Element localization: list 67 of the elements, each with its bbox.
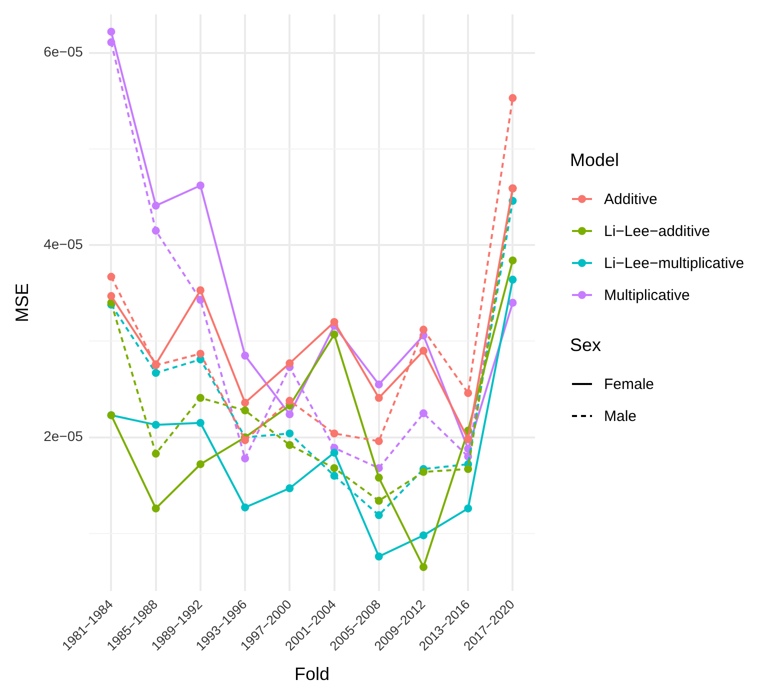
point bbox=[152, 504, 160, 512]
point bbox=[419, 346, 428, 355]
point bbox=[286, 410, 294, 418]
point bbox=[419, 326, 428, 334]
point bbox=[152, 450, 160, 458]
point bbox=[330, 448, 338, 457]
point bbox=[241, 436, 250, 444]
y-tick-label: 6e−05 bbox=[44, 44, 84, 60]
point bbox=[286, 429, 294, 438]
point bbox=[241, 406, 250, 414]
point bbox=[508, 298, 517, 307]
point bbox=[508, 256, 517, 264]
point bbox=[508, 94, 517, 102]
point bbox=[374, 496, 383, 505]
text: Male bbox=[604, 408, 637, 424]
point bbox=[107, 272, 116, 281]
x-axis-title: Fold bbox=[294, 664, 330, 684]
point bbox=[374, 511, 383, 520]
point bbox=[196, 418, 204, 427]
point bbox=[241, 503, 250, 512]
point bbox=[330, 464, 338, 472]
text: Sex bbox=[570, 335, 602, 356]
point bbox=[464, 504, 472, 512]
y-tick-label: 2e−05 bbox=[44, 428, 84, 444]
point bbox=[374, 380, 383, 388]
point bbox=[152, 202, 160, 210]
point bbox=[330, 330, 338, 338]
y-tick-label: 4e−05 bbox=[44, 236, 84, 252]
point bbox=[286, 359, 294, 368]
point bbox=[196, 350, 204, 358]
point bbox=[107, 292, 116, 300]
point bbox=[330, 318, 338, 326]
legend-title: Model bbox=[570, 150, 620, 171]
point bbox=[419, 563, 428, 572]
point bbox=[374, 474, 383, 482]
text: Female bbox=[604, 376, 654, 392]
point bbox=[286, 441, 294, 450]
point bbox=[196, 286, 204, 294]
point bbox=[152, 368, 160, 377]
point bbox=[419, 531, 428, 540]
point bbox=[196, 181, 204, 190]
point bbox=[464, 389, 472, 398]
legend-label: Li−Lee−additive bbox=[604, 222, 710, 240]
point bbox=[419, 409, 428, 418]
point bbox=[330, 429, 338, 438]
legend-label: Li−Lee−multiplicative bbox=[604, 254, 744, 272]
point bbox=[508, 276, 517, 284]
point bbox=[286, 396, 294, 405]
y-axis-title: MSE bbox=[12, 283, 32, 322]
point bbox=[196, 460, 204, 468]
point bbox=[152, 420, 160, 429]
point bbox=[241, 398, 250, 407]
point bbox=[241, 454, 250, 462]
point bbox=[464, 465, 472, 474]
point bbox=[374, 552, 383, 560]
point bbox=[196, 394, 204, 402]
point bbox=[464, 435, 472, 444]
point bbox=[374, 394, 383, 402]
point bbox=[152, 226, 160, 235]
point bbox=[374, 437, 383, 446]
legend-label: Additive bbox=[604, 190, 658, 208]
point bbox=[330, 472, 338, 480]
legend-label: Multiplicative bbox=[604, 286, 690, 304]
point bbox=[286, 484, 294, 492]
point bbox=[419, 468, 428, 476]
point bbox=[107, 28, 116, 36]
point bbox=[241, 352, 250, 360]
